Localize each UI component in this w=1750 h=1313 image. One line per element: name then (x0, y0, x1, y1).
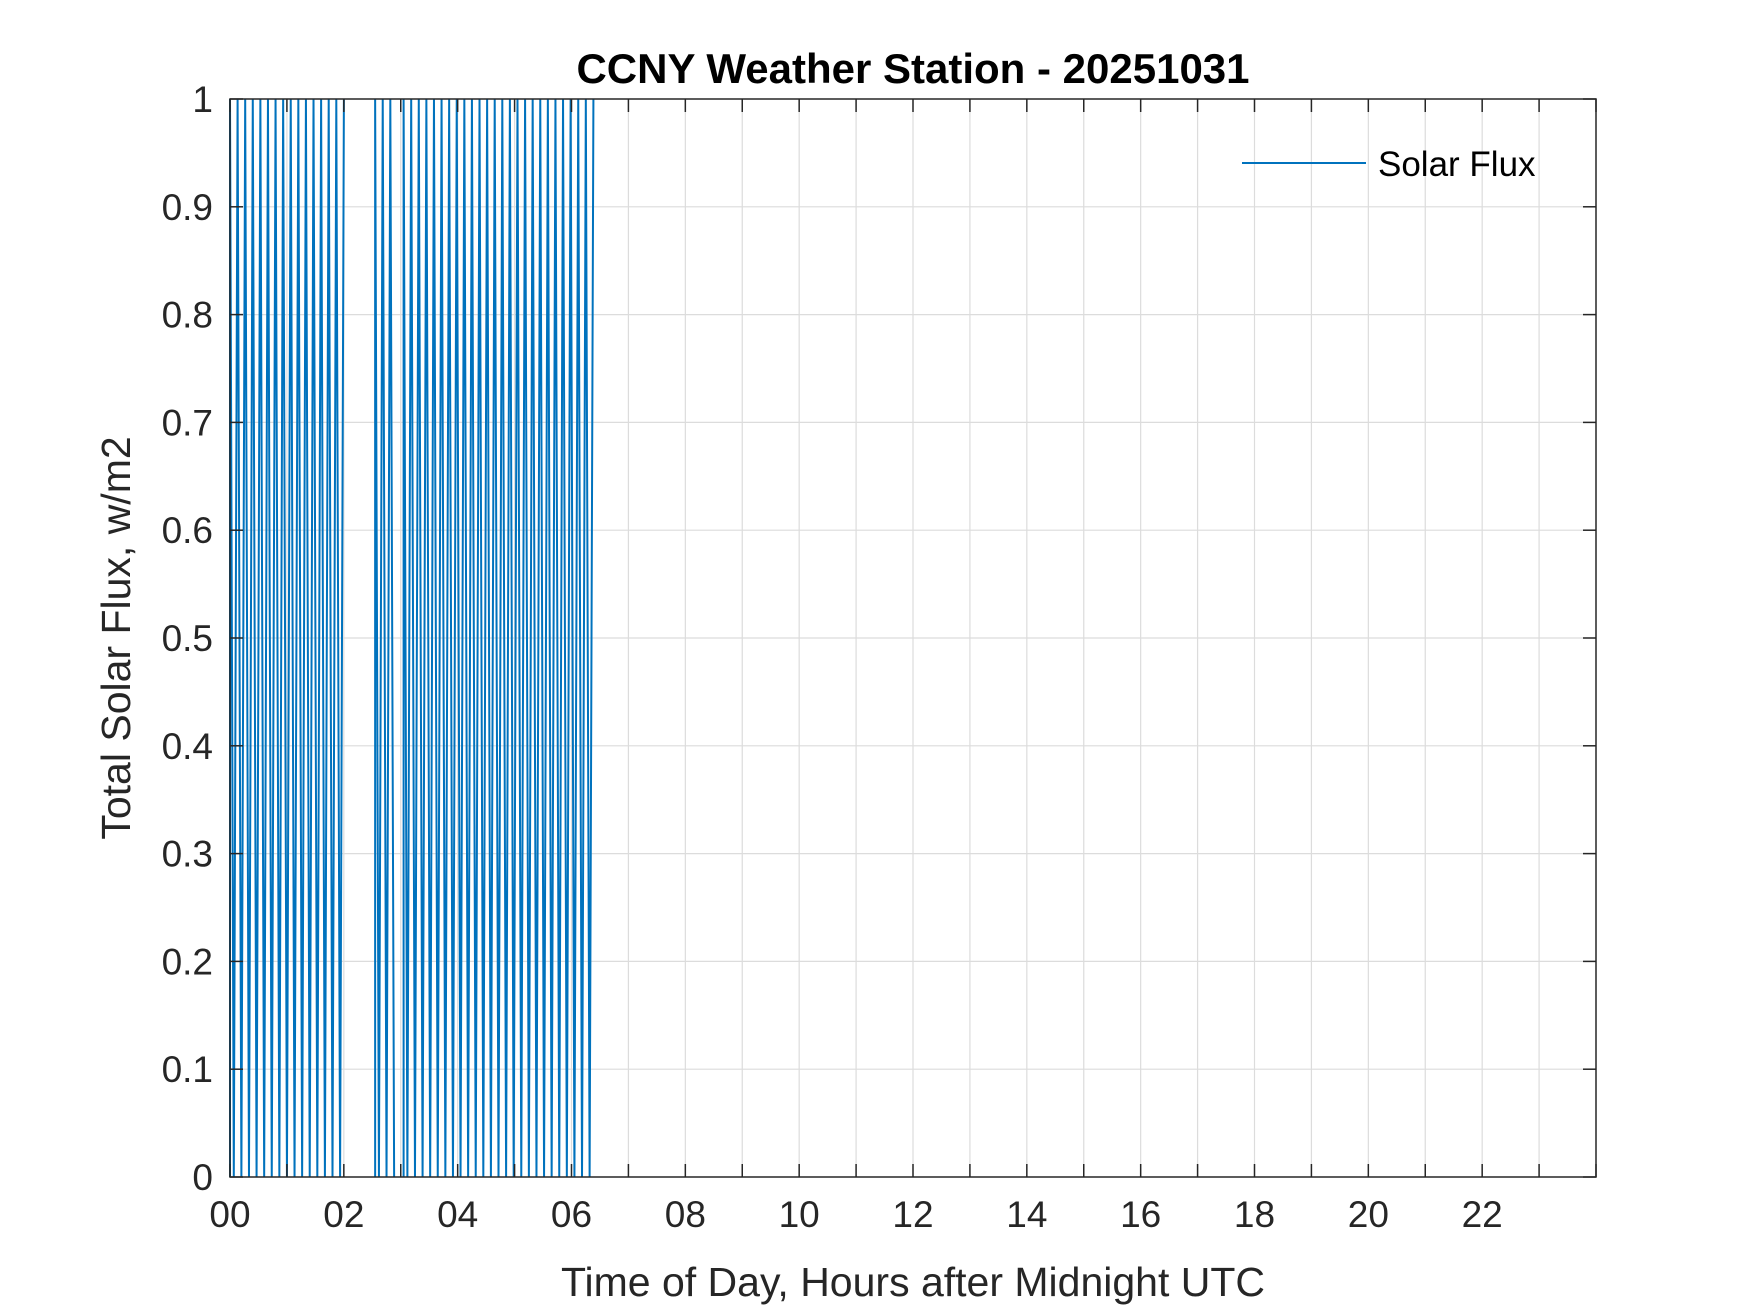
x-tick-labels: 00 02 04 06 08 10 12 14 16 18 20 22 (209, 1194, 1502, 1235)
y-axis-label: Total Solar Flux, w/m2 (93, 436, 139, 839)
y-tick-label: 0.8 (162, 295, 213, 336)
x-tick-label: 20 (1348, 1194, 1389, 1235)
solar-flux-line-segment (374, 98, 396, 1178)
y-tick-label: 0.6 (162, 510, 213, 551)
solar-flux-line-segment (229, 98, 345, 1178)
y-tick-label: 0.4 (162, 726, 213, 767)
x-tick-label: 02 (323, 1194, 364, 1235)
chart-title: CCNY Weather Station - 20251031 (576, 45, 1249, 92)
x-tick-label: 04 (437, 1194, 478, 1235)
y-tick-label: 0.7 (162, 402, 213, 443)
x-tick-label: 12 (892, 1194, 933, 1235)
axis-ticks (229, 98, 1597, 1178)
x-tick-label: 10 (779, 1194, 820, 1235)
x-tick-label: 08 (665, 1194, 706, 1235)
x-tick-label: 00 (209, 1194, 250, 1235)
x-tick-label: 14 (1006, 1194, 1047, 1235)
x-tick-label: 16 (1120, 1194, 1161, 1235)
y-tick-label: 0.3 (162, 834, 213, 875)
y-tick-label: 0.2 (162, 941, 213, 982)
x-tick-label: 18 (1234, 1194, 1275, 1235)
y-tick-label: 1 (192, 79, 213, 120)
solar-flux-line-segment (402, 98, 595, 1178)
y-tick-labels: 0 0.1 0.2 0.3 0.4 0.5 0.6 0.7 0.8 0.9 1 (162, 79, 213, 1198)
y-tick-label: 0.1 (162, 1049, 213, 1090)
x-axis-label: Time of Day, Hours after Midnight UTC (561, 1259, 1265, 1305)
legend-entry-solar-flux: Solar Flux (1378, 145, 1536, 184)
x-tick-label: 22 (1462, 1194, 1503, 1235)
y-tick-label: 0.5 (162, 618, 213, 659)
y-tick-label: 0 (192, 1157, 213, 1198)
x-tick-label: 06 (551, 1194, 592, 1235)
legend: Solar Flux (1242, 145, 1536, 184)
y-tick-label: 0.9 (162, 187, 213, 228)
